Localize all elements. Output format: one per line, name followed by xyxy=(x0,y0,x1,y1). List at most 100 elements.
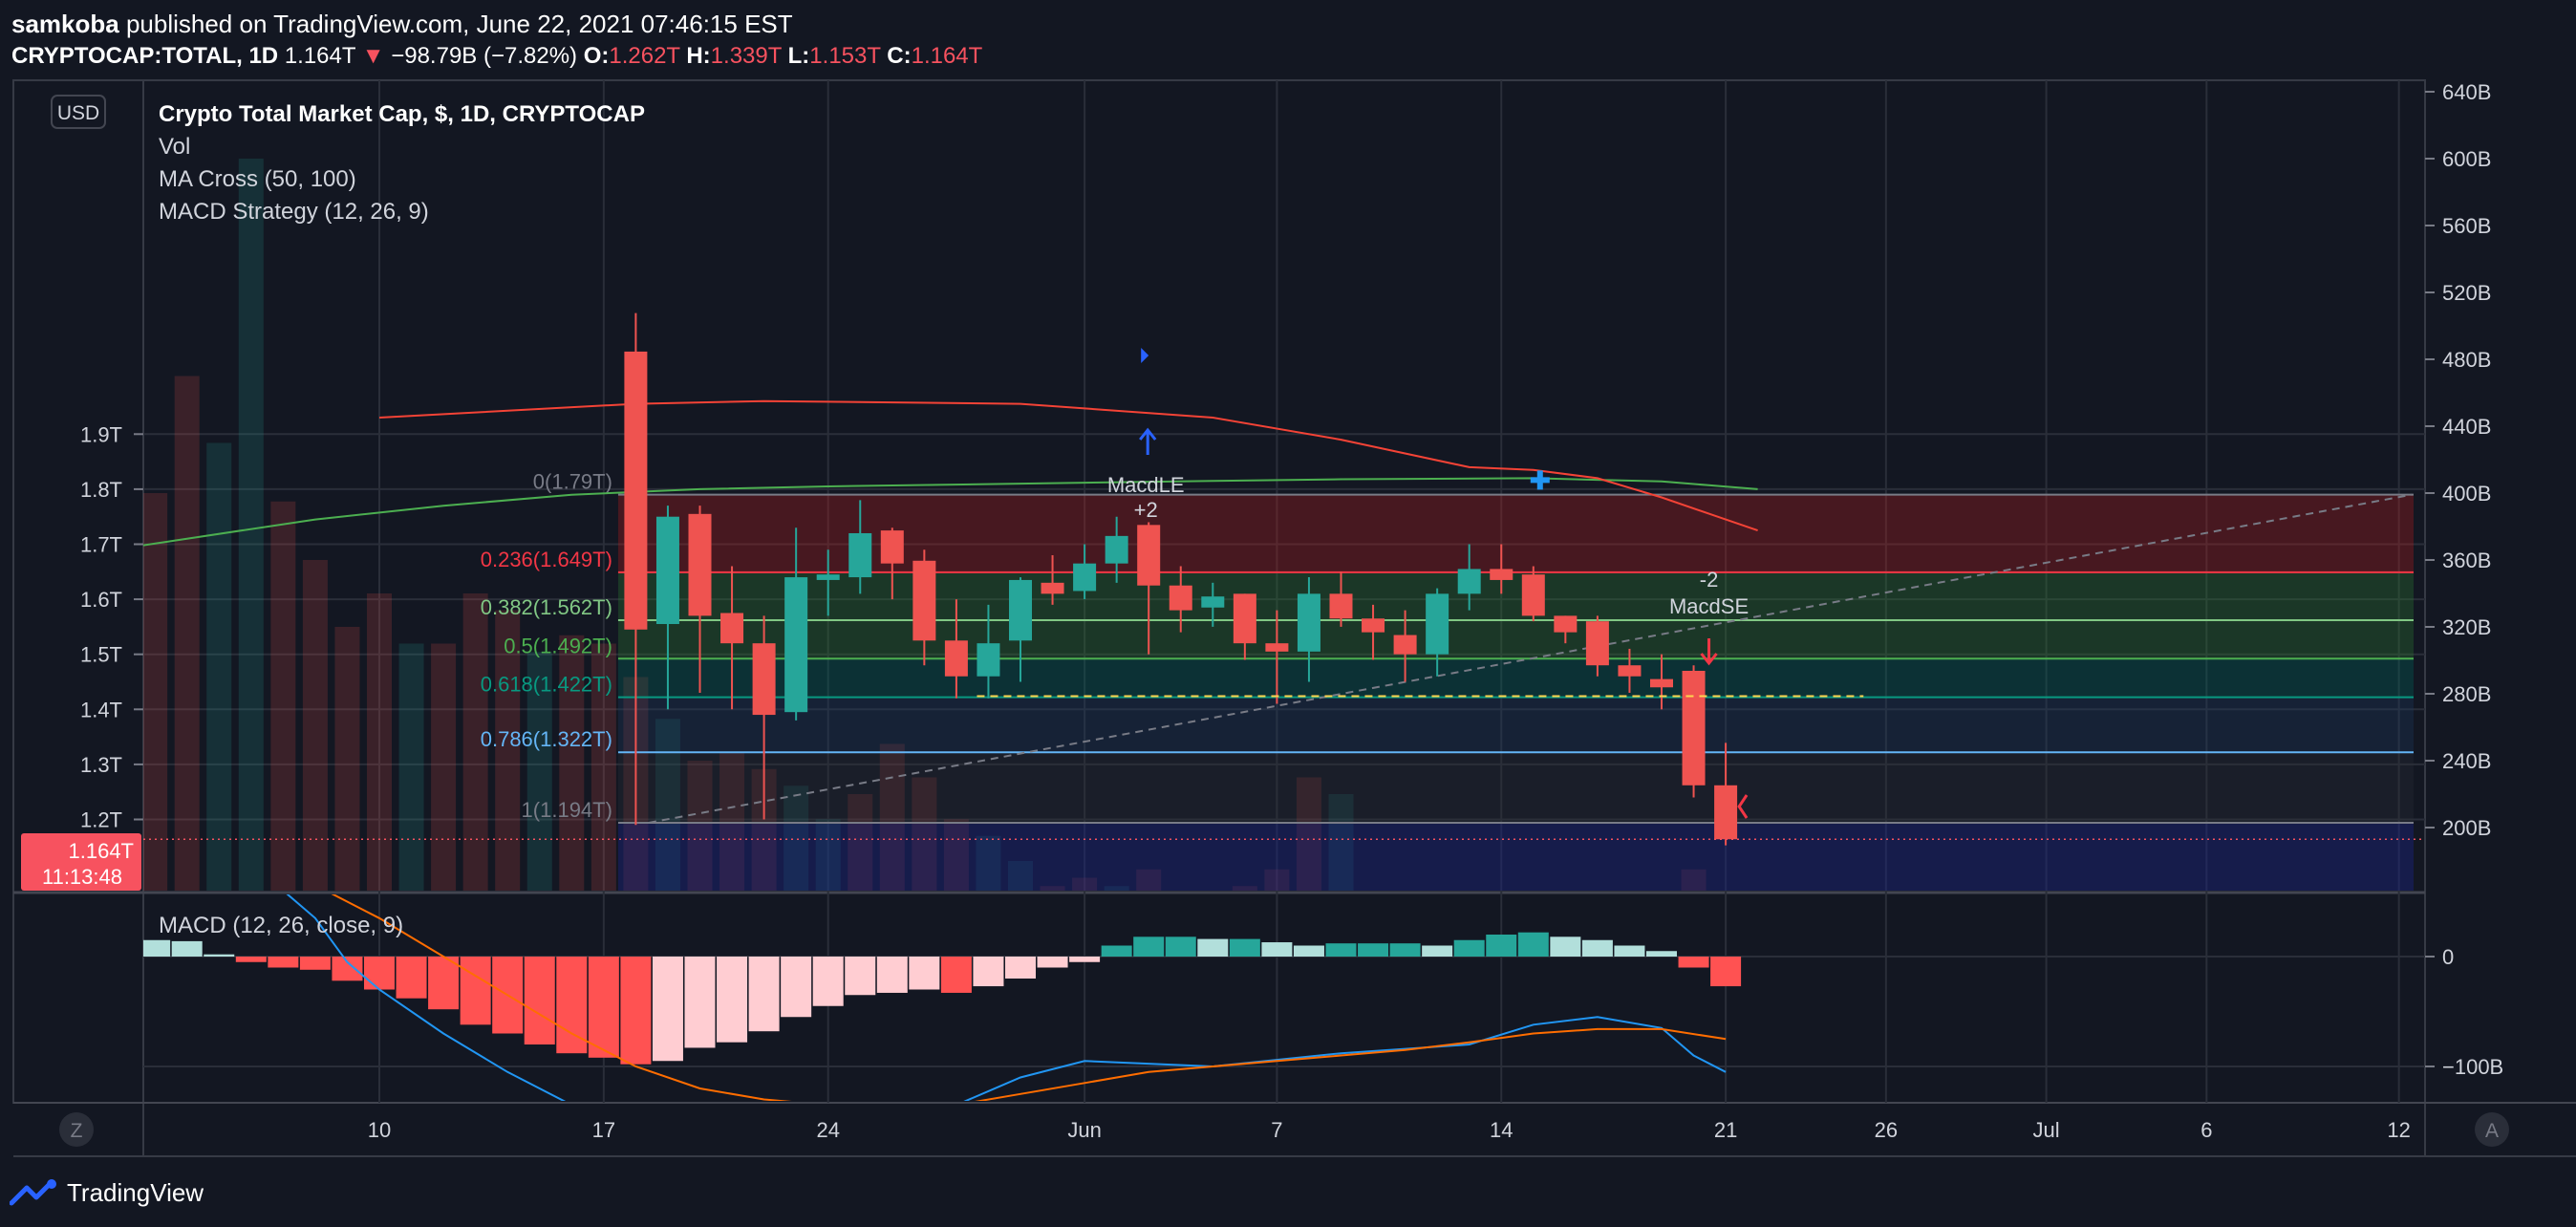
price-axis-label: 1.2T xyxy=(80,808,122,832)
macd-histogram-bar xyxy=(588,957,619,1058)
volume-bar xyxy=(976,835,1001,891)
volume-bar xyxy=(238,159,264,891)
time-axis-label: 17 xyxy=(592,1118,615,1142)
volume-bar xyxy=(1296,777,1321,891)
down-triangle-icon: ▼ xyxy=(361,43,385,69)
publish-line: samkoba published on TradingView.com, Ju… xyxy=(11,8,2496,40)
candle-body xyxy=(1521,574,1545,616)
volume-axis-label: 440B xyxy=(2442,415,2491,439)
candle-body xyxy=(1329,593,1353,619)
legend-vol[interactable]: Vol xyxy=(159,134,190,160)
short-arrow-down-icon xyxy=(1700,638,1718,666)
long-arrow-up-icon xyxy=(1139,427,1157,455)
ma-cross-marker-icon xyxy=(1530,470,1550,490)
macd-histogram-bar xyxy=(1453,939,1485,957)
volume-axis-label: 560B xyxy=(2442,214,2491,238)
candle-body xyxy=(1201,596,1225,608)
price-change: −98.79B (−7.82%) xyxy=(391,43,578,69)
macd-histogram-bar xyxy=(1646,951,1677,957)
fib-level-label: 0.618(1.422T) xyxy=(481,673,612,697)
macd-histogram-bar xyxy=(524,957,555,1044)
macd-histogram-bar xyxy=(332,957,363,981)
auto-scale-button[interactable]: A xyxy=(2475,1112,2509,1147)
low-value: 1.153T xyxy=(809,43,881,69)
candle-body xyxy=(1105,535,1128,564)
macd-axis-label: 0 xyxy=(2442,945,2454,969)
macd-histogram-bar xyxy=(1517,932,1549,957)
macd-histogram-bar xyxy=(1358,943,1389,957)
volume-bar xyxy=(398,643,424,891)
macd-histogram-bar xyxy=(75,936,106,957)
legend-title[interactable]: Crypto Total Market Cap, $, 1D, CRYPTOCA… xyxy=(159,101,645,127)
close-value: 1.164T xyxy=(911,43,983,69)
volume-bar xyxy=(879,743,905,891)
legend-macd-pane[interactable]: MACD (12, 26, close, 9) xyxy=(159,913,403,938)
fib-level-label: 0.236(1.649T) xyxy=(481,548,612,571)
time-axis-label: 7 xyxy=(1271,1118,1282,1142)
short-signal-qty: -2 xyxy=(1700,568,1719,592)
macd-histogram-bar xyxy=(620,957,652,1065)
candle-body xyxy=(1297,593,1320,652)
volume-bar xyxy=(1232,886,1257,891)
volume-bar xyxy=(590,643,616,891)
macd-histogram-bar xyxy=(652,957,683,1062)
macd-histogram-bar xyxy=(0,935,10,957)
macd-histogram-bar xyxy=(812,957,844,1006)
macd-histogram-bar xyxy=(1101,945,1132,957)
fib-level-label: 1(1.194T) xyxy=(522,798,612,822)
volume-bar xyxy=(14,259,39,891)
volume-bars xyxy=(14,159,1707,891)
grid xyxy=(143,80,2425,1103)
volume-bar xyxy=(495,610,521,891)
macd-histogram-bar xyxy=(1293,945,1324,957)
zoom-z-button[interactable]: Z xyxy=(59,1112,94,1147)
candle-body xyxy=(848,532,872,578)
macd-histogram-bar xyxy=(1069,957,1101,962)
candle-body xyxy=(1233,593,1256,644)
axes: 1.2T 1.3T 1.4T 1.5T 1.6T 1.7T 1.8T 1.9T 200B 240B… xyxy=(80,80,2503,1142)
time-axis-label: 12 xyxy=(2387,1118,2410,1142)
candle-body xyxy=(1426,593,1449,655)
candle-body xyxy=(1137,525,1161,586)
candle-body xyxy=(816,574,840,580)
macd-histogram-bar xyxy=(1486,935,1517,957)
volume-axis-label: 320B xyxy=(2442,615,2491,639)
legend-macd-strategy[interactable]: MACD Strategy (12, 26, 9) xyxy=(159,199,429,225)
high-value: 1.339T xyxy=(710,43,782,69)
volume-bar xyxy=(943,819,969,891)
candle-body xyxy=(1554,615,1578,633)
candle-body xyxy=(655,516,679,625)
currency-button[interactable]: USD xyxy=(51,95,106,129)
open-value: 1.262T xyxy=(609,43,680,69)
macd-histogram-bar xyxy=(299,957,331,970)
macd-line xyxy=(286,894,1727,1101)
author-name[interactable]: samkoba xyxy=(11,10,119,38)
candle-body xyxy=(1265,643,1289,652)
fib-zone xyxy=(617,571,2415,620)
macd-histogram-bar xyxy=(44,936,75,957)
candle-body xyxy=(1618,665,1642,677)
candle-body xyxy=(912,560,936,641)
candle-body xyxy=(1393,635,1417,655)
macd-histogram-bar xyxy=(1550,936,1581,957)
macd-histogram-bar xyxy=(1197,938,1229,957)
legend-ma-cross[interactable]: MA Cross (50, 100) xyxy=(159,166,356,192)
candle-body xyxy=(1009,579,1032,641)
ma-cross-lines xyxy=(143,399,1758,547)
tradingview-logo-icon[interactable] xyxy=(10,1178,59,1207)
price-axis-label: 1.7T xyxy=(80,533,122,557)
auto-scale-label: A xyxy=(2485,1120,2499,1142)
candle-body xyxy=(880,530,904,564)
time-axis-label: 24 xyxy=(816,1118,839,1142)
time-axis-label: 10 xyxy=(368,1118,391,1142)
fib-zone xyxy=(617,658,2415,698)
brand-name[interactable]: TradingView xyxy=(67,1177,204,1207)
macd-histogram-bar xyxy=(1581,939,1613,957)
volume-axis-label: 600B xyxy=(2442,147,2491,171)
volume-bar xyxy=(526,652,552,891)
volume-bar xyxy=(174,376,200,891)
volume-bar xyxy=(1264,869,1290,891)
ma-50-line xyxy=(143,477,1758,547)
macd-histogram-bar xyxy=(1037,957,1068,968)
